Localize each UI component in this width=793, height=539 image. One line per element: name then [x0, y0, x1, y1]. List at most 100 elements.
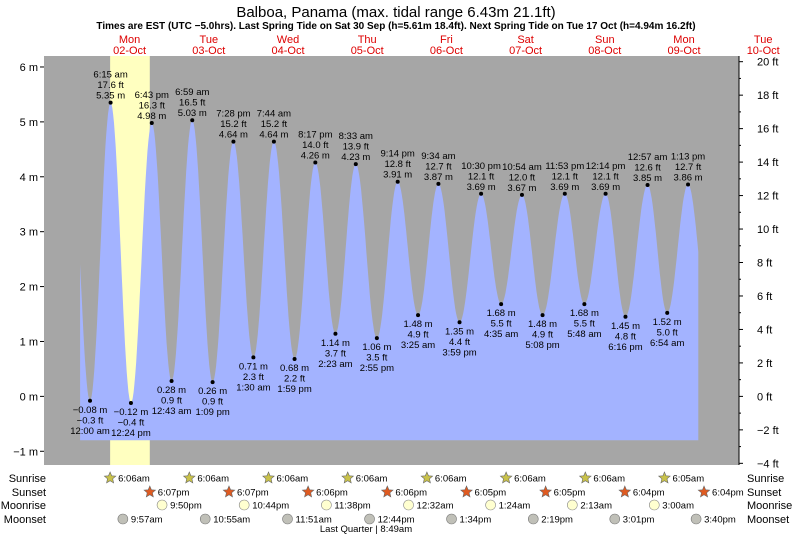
- tide-height-m-label: 3.69 m: [591, 182, 620, 193]
- tide-time-label: 1:59 pm: [277, 384, 311, 395]
- tide-time-label: 12:24 pm: [111, 428, 151, 439]
- tide-time-label: 10:30 pm: [461, 161, 501, 172]
- tide-point: [645, 183, 650, 188]
- sunset-star-icon: [222, 485, 236, 498]
- y-tick-label-ft: 8 ft: [757, 258, 772, 270]
- tide-point: [128, 400, 133, 405]
- sunset-star-icon: [618, 485, 632, 498]
- tide-height-m-label: 1.14 m: [321, 338, 350, 349]
- tide-point: [582, 302, 587, 307]
- tide-height-m-label: 3.85 m: [633, 173, 662, 184]
- sunrise-star-icon: [657, 471, 671, 484]
- tide-time-label: 9:14 pm: [381, 149, 415, 160]
- moonrise-icon: [238, 499, 250, 511]
- tide-point: [374, 336, 379, 341]
- tide-height-ft-label: 4.9 ft: [407, 330, 428, 341]
- tide-height-ft-label: 0.9 ft: [202, 397, 223, 408]
- tide-point: [686, 182, 691, 187]
- sunset-star-icon: [697, 485, 711, 498]
- tide-height-m-label: 1.48 m: [404, 319, 433, 330]
- moonset-time-label: 1:34pm: [460, 515, 492, 526]
- sunrise-time-label: 6:06am: [593, 474, 625, 485]
- moonrise-icon: [485, 499, 496, 511]
- tide-height-m-label: 3.69 m: [467, 182, 496, 193]
- moonset-icon: [690, 513, 702, 525]
- sunrise-star-icon: [182, 471, 196, 484]
- moonrise-icon: [403, 499, 414, 511]
- tide-height-m-label: −0.08 m: [73, 405, 108, 416]
- date-label: 09-Oct: [667, 45, 700, 57]
- tide-point: [623, 314, 628, 319]
- tide-time-label: 5:08 pm: [525, 340, 559, 351]
- row-label-left: Moonset: [4, 514, 46, 526]
- moonset-icon: [446, 513, 457, 525]
- tide-height-ft-label: 12.8 ft: [384, 159, 411, 170]
- chart-subtitle: Times are EST (UTC −5.0hrs). Last Spring…: [96, 21, 695, 32]
- tide-time-label: 3:25 am: [401, 340, 435, 351]
- date-label: 08-Oct: [588, 45, 621, 57]
- y-tick-label-ft: 12 ft: [757, 191, 778, 203]
- y-tick-label-ft: 2 ft: [757, 358, 772, 370]
- moonset-time-label: 2:19pm: [541, 515, 573, 526]
- day-of-week-label: Thu: [358, 34, 377, 46]
- tide-height-m-label: 4.64 m: [219, 130, 248, 141]
- sunset-time-label: 6:07pm: [158, 488, 190, 499]
- day-of-week-label: Sat: [517, 34, 534, 46]
- sunrise-star-icon: [262, 471, 275, 484]
- tide-height-m-label: 4.64 m: [259, 130, 288, 141]
- tide-height-ft-label: 12.7 ft: [675, 162, 702, 173]
- tide-time-label: 6:43 pm: [135, 90, 169, 101]
- sunset-time-label: 6:07pm: [237, 488, 269, 499]
- moonset-time-label: 9:57am: [131, 515, 163, 526]
- tide-time-label: 12:00 am: [70, 426, 110, 437]
- tide-point: [395, 179, 400, 184]
- moonrise-icon: [567, 499, 578, 511]
- sunrise-time-label: 6:06am: [277, 474, 309, 485]
- moonrise-time-label: 2:13am: [580, 501, 612, 512]
- date-label: 02-Oct: [113, 45, 146, 57]
- tide-point: [603, 191, 608, 196]
- moonset-time-label: 10:55am: [213, 515, 250, 526]
- tide-height-m-label: 0.71 m: [239, 361, 268, 372]
- tide-height-m-label: 1.68 m: [570, 308, 599, 319]
- moon-phase-note: Last Quarter | 8:49am: [320, 524, 412, 535]
- y-tick-label-m: 0 m: [20, 391, 38, 403]
- tide-height-ft-label: 3.7 ft: [325, 348, 346, 359]
- tide-point: [436, 181, 441, 186]
- tide-height-ft-label: 5.0 ft: [657, 327, 678, 338]
- date-label: 07-Oct: [509, 45, 542, 57]
- moonset-time-label: 3:01pm: [623, 515, 655, 526]
- tide-point: [519, 192, 524, 197]
- tide-time-label: 12:43 am: [152, 406, 192, 417]
- row-label-left: Sunset: [12, 487, 46, 499]
- row-label-right: Sunset: [747, 487, 781, 499]
- tide-point: [353, 162, 358, 167]
- date-label: 10-Oct: [747, 45, 780, 57]
- moonrise-time-label: 10:44pm: [252, 501, 289, 512]
- tide-time-label: 5:48 am: [567, 329, 601, 340]
- tide-point: [251, 355, 256, 360]
- sunrise-time-label: 6:06am: [514, 474, 546, 485]
- y-tick-label-ft: 14 ft: [757, 157, 778, 169]
- tide-point: [231, 139, 236, 144]
- tide-height-ft-label: 15.2 ft: [261, 119, 288, 130]
- moonset-icon: [527, 513, 539, 525]
- tide-point: [562, 191, 567, 196]
- sunset-time-label: 6:06pm: [316, 488, 348, 499]
- tide-point: [313, 160, 318, 165]
- day-of-week-label: Sun: [595, 34, 615, 46]
- tide-height-ft-label: 3.5 ft: [366, 353, 387, 364]
- sunrise-star-icon: [578, 471, 592, 484]
- sunset-time-label: 6:04pm: [633, 488, 665, 499]
- tide-time-label: 1:30 am: [236, 382, 270, 393]
- sunrise-time-label: 6:06am: [356, 474, 388, 485]
- moonrise-time-label: 11:38pm: [334, 501, 370, 512]
- sunset-star-icon: [301, 485, 315, 498]
- tide-height-m-label: 3.67 m: [507, 183, 536, 194]
- row-label-left: Moonrise: [1, 500, 46, 512]
- sunset-star-icon: [539, 485, 553, 498]
- moonset-icon: [282, 513, 293, 525]
- tide-point: [169, 379, 174, 384]
- tide-point: [416, 313, 421, 318]
- tide-time-label: 10:54 am: [502, 162, 542, 173]
